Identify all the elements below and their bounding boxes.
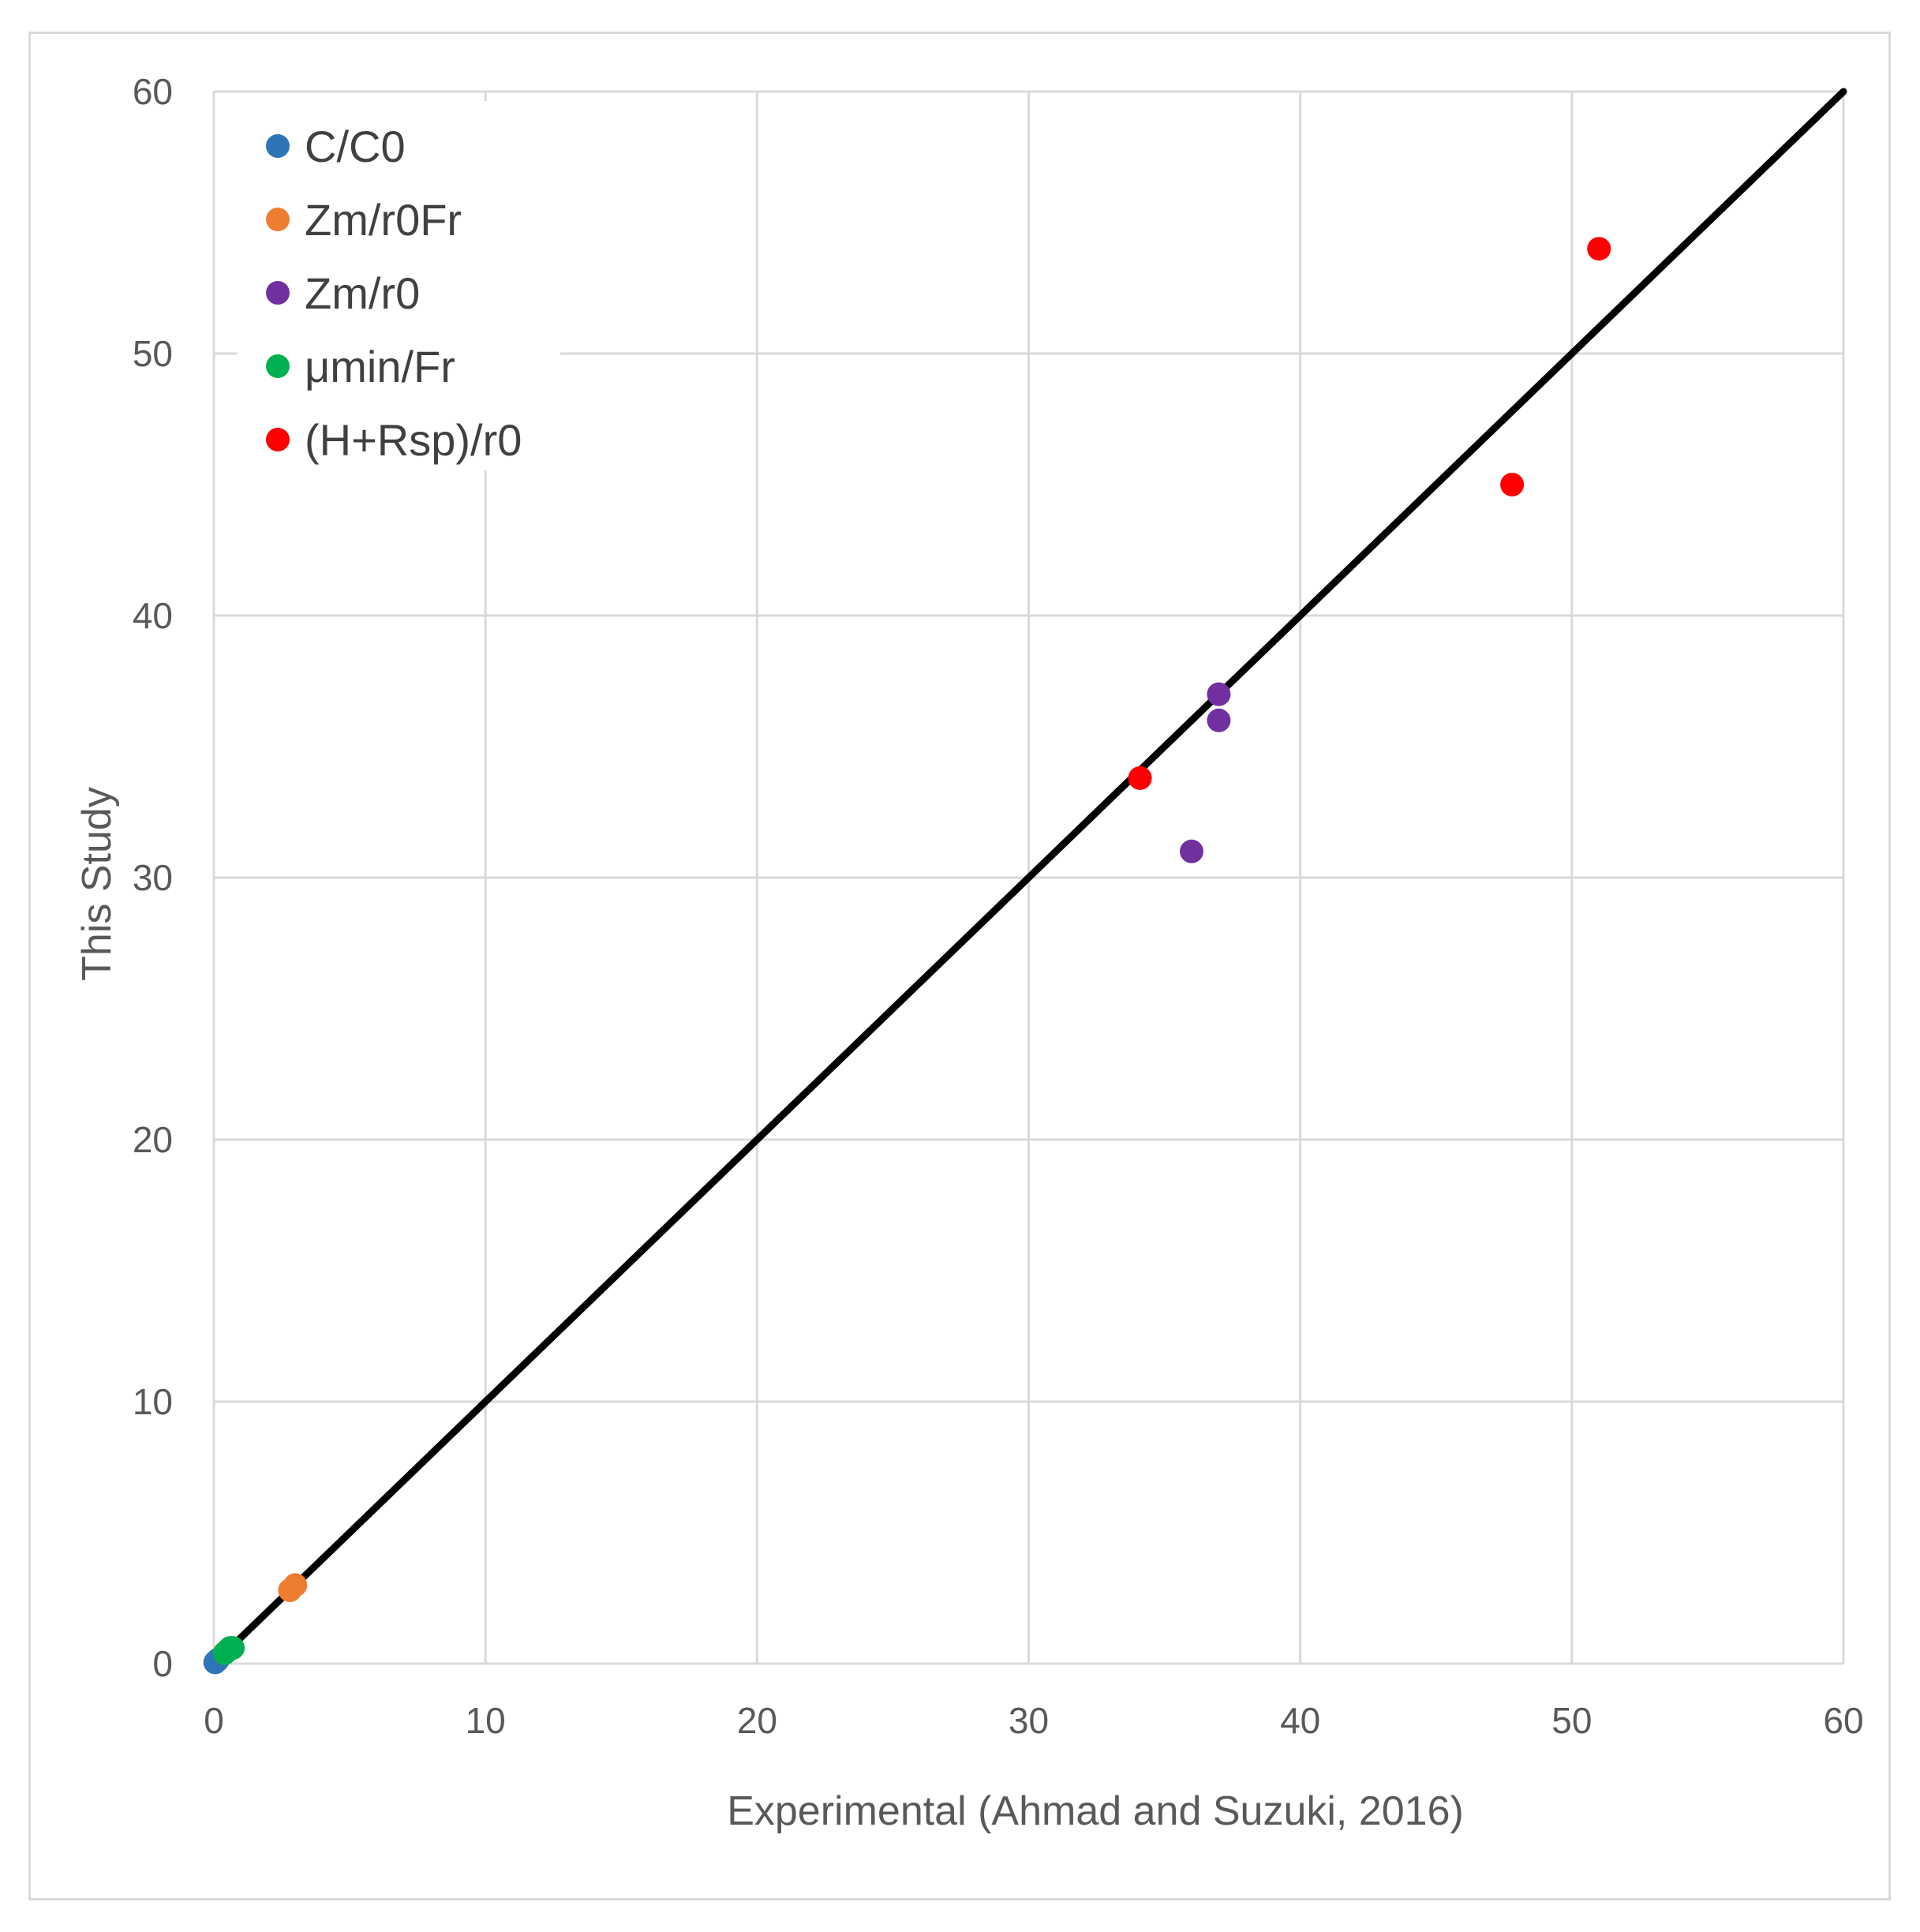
- legend-marker: [266, 428, 290, 451]
- y-tick-label: 40: [133, 595, 173, 636]
- data-point: [283, 1573, 308, 1597]
- legend-box: [237, 101, 560, 470]
- legend-label: (H+Rsp)/r0: [305, 415, 522, 465]
- x-tick-label: 0: [204, 1700, 224, 1741]
- y-tick-label: 30: [133, 857, 173, 898]
- data-point: [1500, 473, 1525, 496]
- data-point: [1587, 237, 1611, 261]
- legend-label: Zm/r0: [305, 268, 420, 318]
- x-tick-label: 20: [737, 1700, 777, 1741]
- legend-marker: [266, 134, 290, 158]
- legend-marker: [266, 281, 290, 305]
- legend-marker: [266, 208, 290, 231]
- y-tick-label: 60: [133, 71, 173, 112]
- reference-line: [210, 88, 1847, 1668]
- y-tick-label: 10: [133, 1381, 173, 1422]
- reference-line-layer: [210, 88, 1847, 1668]
- legend-label: μmin/Fr: [305, 342, 455, 391]
- legend-label: Zm/r0Fr: [305, 195, 462, 245]
- x-tick-label: 50: [1551, 1700, 1592, 1741]
- y-tick-label: 0: [152, 1643, 173, 1684]
- tick-labels: 0 10 20 30 40 50 60 0 10 20 30 40 50 60: [133, 71, 1864, 1741]
- data-point: [1207, 708, 1231, 732]
- y-axis-title: This Study: [74, 787, 120, 981]
- legend: C/C0 Zm/r0Fr Zm/r0 μmin/Fr (H+Rsp)/r0: [237, 101, 560, 470]
- x-tick-label: 60: [1823, 1700, 1863, 1741]
- data-point: [1207, 682, 1231, 706]
- data-point: [1128, 766, 1152, 790]
- legend-marker: [266, 354, 290, 378]
- x-tick-label: 40: [1280, 1700, 1320, 1741]
- x-tick-label: 30: [1009, 1700, 1049, 1741]
- data-point: [1180, 839, 1203, 863]
- y-tick-label: 50: [133, 333, 173, 374]
- x-tick-label: 10: [466, 1700, 506, 1741]
- x-axis-title: Experimental (Ahmad and Suzuki, 2016): [727, 1788, 1464, 1834]
- data-point: [221, 1636, 245, 1661]
- y-tick-label: 20: [133, 1119, 173, 1160]
- legend-label: C/C0: [305, 122, 406, 171]
- data-points: [203, 237, 1611, 1675]
